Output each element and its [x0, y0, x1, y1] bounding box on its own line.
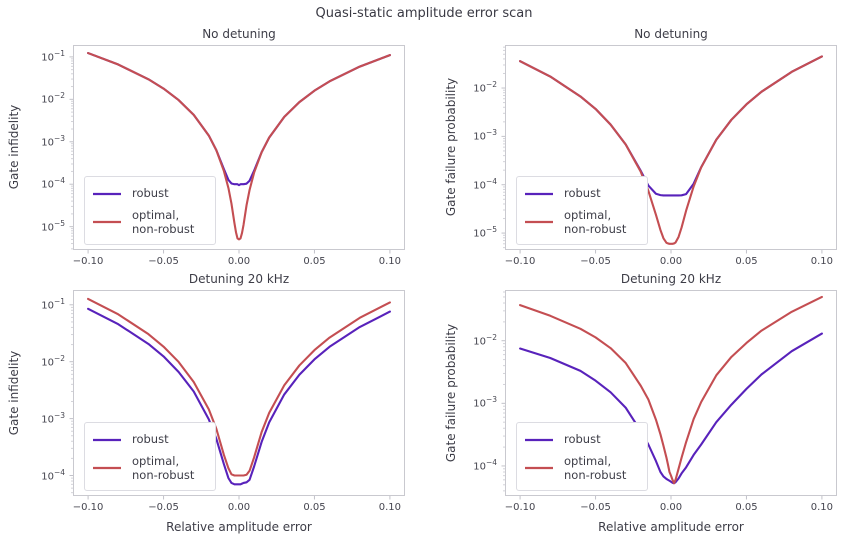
- y-tick-label: 10−3: [473, 395, 497, 410]
- x-tick-label: −0.05: [580, 256, 611, 267]
- x-tick-label: 0.10: [810, 502, 834, 513]
- y-tick-label: 10−2: [41, 353, 65, 369]
- x-tick-label: 0.10: [810, 256, 834, 267]
- x-tick-label: −0.05: [580, 502, 611, 513]
- y-tick-label: 10−5: [41, 218, 65, 233]
- x-tick-label: 0.05: [303, 502, 326, 513]
- legend-label: robust: [132, 432, 169, 446]
- legend-label: optimal, non-robust: [132, 208, 195, 236]
- x-tick-label: 0.00: [227, 256, 251, 267]
- x-tick-label: 0.10: [378, 502, 402, 513]
- series-line-robust: [87, 307, 391, 486]
- axes-spines: [73, 45, 405, 250]
- x-tick-label: −0.05: [148, 256, 179, 267]
- y-tick-label: 10−2: [473, 80, 497, 95]
- legend-label: optimal, non-robust: [564, 208, 627, 236]
- series-line-optimal_non_robust: [87, 297, 391, 477]
- x-tick-label: 0.00: [659, 256, 683, 267]
- y-axis-label-top-right: Gate failure probability: [444, 77, 458, 217]
- legend-label: robust: [132, 186, 169, 200]
- x-tick-label: 0.05: [735, 502, 758, 513]
- axes-spines: [73, 290, 405, 496]
- series-line-optimal_non_robust: [87, 52, 391, 241]
- y-tick-label: 10−3: [473, 128, 497, 143]
- subplot-title-top-left: No detuning: [202, 27, 276, 41]
- axes-spines: [505, 290, 837, 496]
- subplot-title-bottom-left: Detuning 20 kHz: [188, 272, 290, 286]
- x-tick-label: −0.10: [72, 502, 104, 513]
- legend-label: optimal, non-robust: [564, 454, 627, 482]
- y-axis-label-top-left: Gate infidelity: [7, 104, 21, 190]
- subplot-title-top-right: No detuning: [634, 27, 708, 41]
- x-tick-label: 0.05: [735, 256, 758, 267]
- x-tick-label: −0.05: [148, 502, 179, 513]
- x-tick-label: 0.00: [227, 502, 251, 513]
- series-line-optimal_non_robust: [519, 55, 823, 245]
- y-tick-label: 10−4: [473, 457, 497, 473]
- y-tick-label: 10−1: [41, 48, 65, 64]
- x-tick-label: 0.00: [659, 502, 683, 513]
- y-tick-label: 10−3: [41, 133, 65, 149]
- x-tick-label: −0.10: [504, 502, 536, 513]
- legend-label: optimal, non-robust: [132, 454, 195, 482]
- y-tick-label: 10−4: [41, 176, 65, 191]
- legend-label: robust: [564, 432, 601, 446]
- x-axis-label-bottom-right: Relative amplitude error: [598, 520, 744, 534]
- y-tick-label: 10−4: [473, 176, 497, 192]
- x-tick-label: −0.10: [72, 256, 104, 267]
- y-tick-label: 10−2: [41, 91, 65, 106]
- y-tick-label: 10−5: [473, 225, 497, 240]
- subplot-title-bottom-right: Detuning 20 kHz: [620, 272, 722, 286]
- y-tick-label: 10−1: [41, 296, 65, 312]
- series-line-robust: [519, 55, 823, 197]
- series-line-robust: [519, 332, 823, 485]
- y-tick-label: 10−4: [41, 467, 65, 482]
- x-tick-label: 0.05: [303, 256, 326, 267]
- legend-label: robust: [564, 186, 601, 200]
- y-axis-label-bottom-left: Gate infidelity: [7, 350, 21, 436]
- x-tick-label: −0.10: [504, 256, 536, 267]
- figure-title: Quasi-static amplitude error scan: [315, 6, 533, 21]
- x-tick-label: 0.10: [378, 256, 402, 267]
- y-tick-label: 10−2: [473, 332, 497, 348]
- axes-spines: [505, 45, 837, 250]
- x-axis-label-bottom-left: Relative amplitude error: [166, 520, 312, 534]
- y-tick-label: 10−3: [41, 410, 65, 425]
- series-line-optimal_non_robust: [519, 295, 823, 485]
